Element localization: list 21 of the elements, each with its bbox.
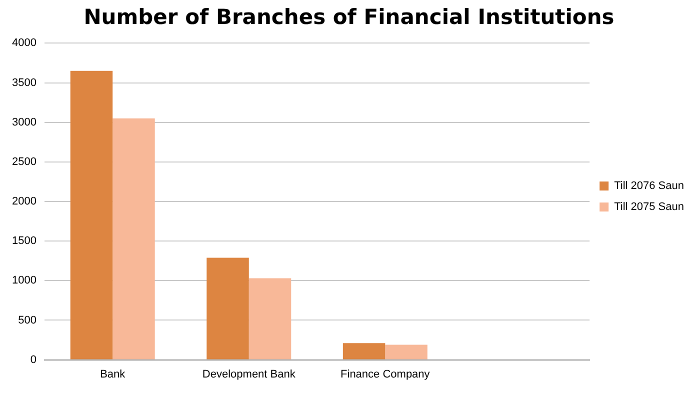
chart-title: Number of Branches of Financial Institutions (84, 5, 614, 30)
y-tick-label: 4000 (12, 37, 36, 50)
bar (206, 258, 249, 360)
legend-label: Till 2076 Saun (614, 180, 684, 192)
bar (342, 343, 386, 360)
y-tick-label: 3000 (12, 116, 36, 128)
y-tick-label: 2000 (12, 196, 36, 208)
x-tick-label: Development Bank (202, 368, 296, 380)
y-tick-label: 1000 (12, 274, 36, 287)
x-tick-label: Bank (100, 368, 126, 380)
y-tick-label: 3500 (12, 76, 36, 89)
x-tick-label: Finance Company (340, 368, 430, 380)
bar (385, 344, 428, 360)
bar (112, 118, 155, 360)
y-tick-label: 2500 (12, 156, 36, 168)
y-tick-label: 1500 (12, 235, 36, 248)
legend-label: Till 2075 Saun (614, 201, 684, 214)
bar (248, 278, 292, 360)
bar (70, 70, 113, 360)
y-tick-label: 500 (18, 314, 36, 326)
y-tick-label: 0 (30, 354, 36, 366)
